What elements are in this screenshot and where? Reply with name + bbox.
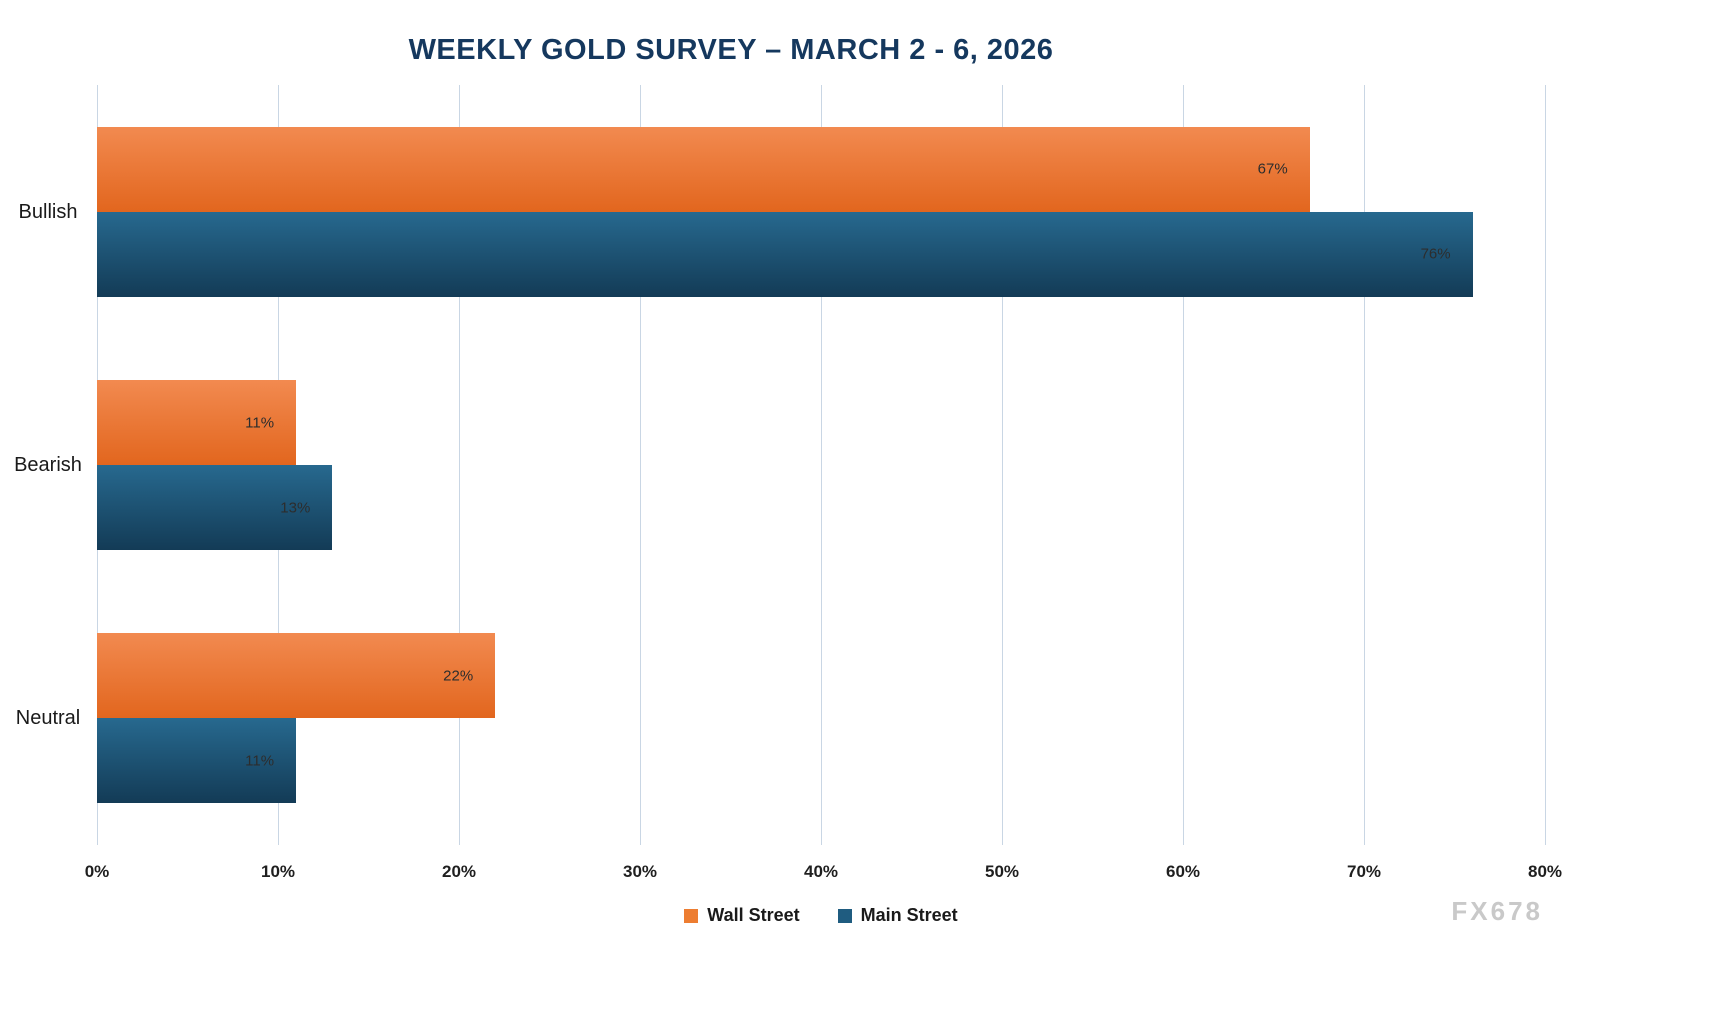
legend-label: Wall Street [707, 905, 800, 925]
legend: Wall Street Main Street [97, 905, 1545, 926]
gridline [1183, 85, 1184, 845]
bar-value-label: 76% [1420, 245, 1451, 263]
x-tick-label: 40% [803, 862, 839, 881]
gridline [821, 85, 822, 845]
bar-main-street-bullish: 76% [97, 211, 1473, 297]
legend-label: Main Street [860, 905, 958, 925]
legend-item-main-street: Main Street [837, 905, 958, 926]
x-tick-label: 70% [1346, 862, 1382, 881]
category-label-bearish: Bearish [14, 454, 82, 476]
bar-wall-street-bearish: 11% [97, 380, 297, 465]
bar-value-label: 11% [245, 752, 275, 770]
gridline [1545, 85, 1546, 845]
legend-swatch [684, 908, 699, 923]
x-tick-label: 30% [622, 862, 658, 881]
bar-wall-street-neutral: 22% [97, 633, 496, 719]
bar-value-label: 13% [280, 499, 311, 516]
bar-main-street-bearish: 13% [97, 465, 333, 550]
bar-wall-street-bullish: 67% [97, 126, 1310, 212]
gridline [1002, 85, 1003, 845]
watermark: FX678 [1451, 896, 1543, 926]
chart-title: WEEKLY GOLD SURVEY – MARCH 2 - 6, 2026 [408, 34, 1054, 66]
gridline [459, 85, 460, 845]
bar-value-label: 11% [245, 414, 275, 431]
bar-main-street-neutral: 11% [97, 718, 297, 804]
legend-item-wall-street: Wall Street [684, 905, 800, 926]
x-tick-label: 0% [84, 862, 110, 881]
category-label-neutral: Neutral [15, 707, 81, 730]
bar-value-label: 22% [443, 667, 474, 685]
x-tick-label: 60% [1165, 862, 1201, 881]
x-tick-label: 10% [260, 862, 296, 881]
x-tick-label: 20% [441, 862, 477, 881]
gridline [640, 85, 641, 845]
gridline [1364, 85, 1365, 845]
category-label-bullish: Bullish [18, 200, 78, 223]
plot-area: 67% 76% 11% 13% 22% 11% [97, 85, 1546, 845]
x-tick-label: 80% [1527, 862, 1563, 881]
legend-swatch [837, 908, 852, 923]
bar-value-label: 67% [1257, 160, 1288, 178]
x-tick-label: 50% [984, 862, 1020, 881]
